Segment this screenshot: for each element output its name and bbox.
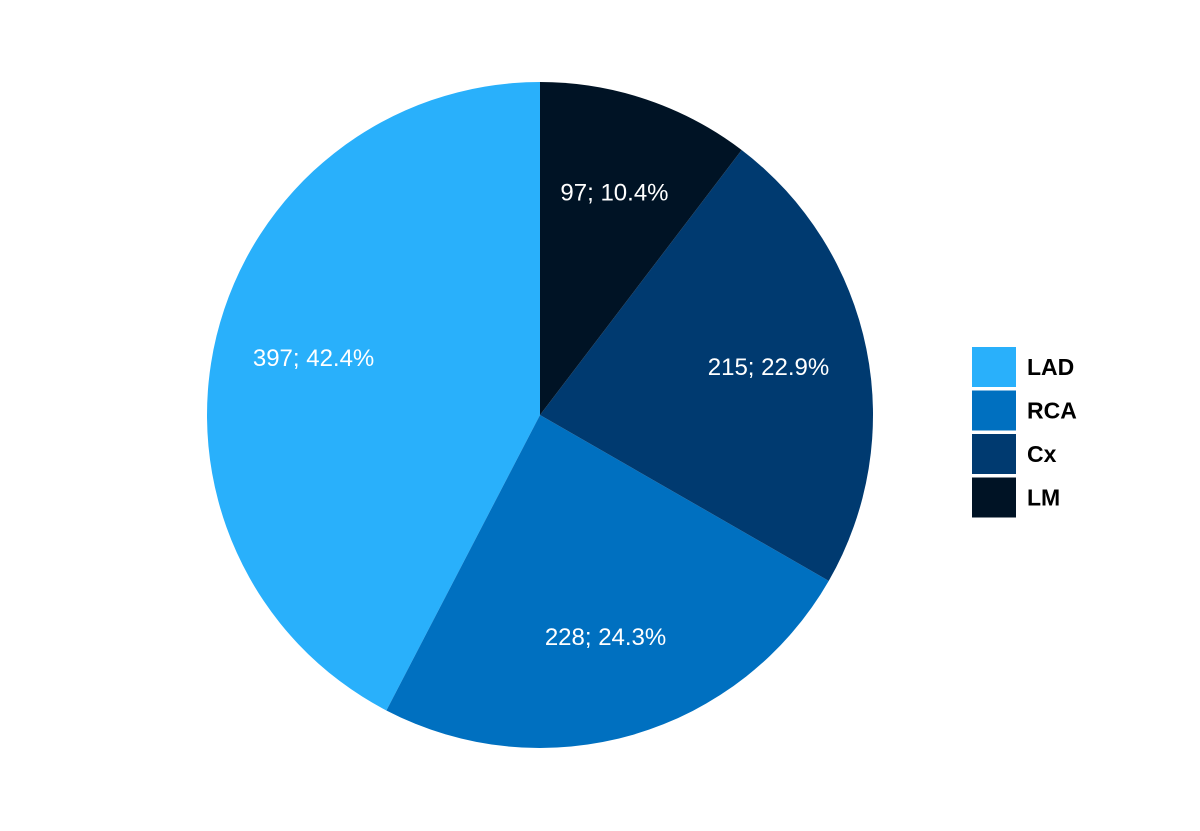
legend-label: RCA bbox=[1027, 398, 1077, 424]
legend-swatch bbox=[972, 390, 1016, 431]
legend-swatch bbox=[972, 347, 1016, 387]
legend-label: Cx bbox=[1027, 441, 1057, 467]
value-label: 97; 10.4% bbox=[560, 179, 668, 206]
pie-slice bbox=[207, 82, 540, 711]
pie-slice bbox=[386, 415, 829, 748]
value-label: 397; 42.4% bbox=[253, 345, 374, 372]
pie-slice bbox=[540, 149, 873, 581]
legend-swatch bbox=[972, 434, 1016, 474]
value-label: 228; 24.3% bbox=[545, 624, 666, 651]
legend-label: LAD bbox=[1027, 354, 1074, 380]
pie-slice bbox=[540, 82, 742, 415]
value-label: 215; 22.9% bbox=[708, 354, 829, 381]
legend-label: LM bbox=[1027, 485, 1060, 511]
legend-swatch bbox=[972, 477, 1016, 518]
